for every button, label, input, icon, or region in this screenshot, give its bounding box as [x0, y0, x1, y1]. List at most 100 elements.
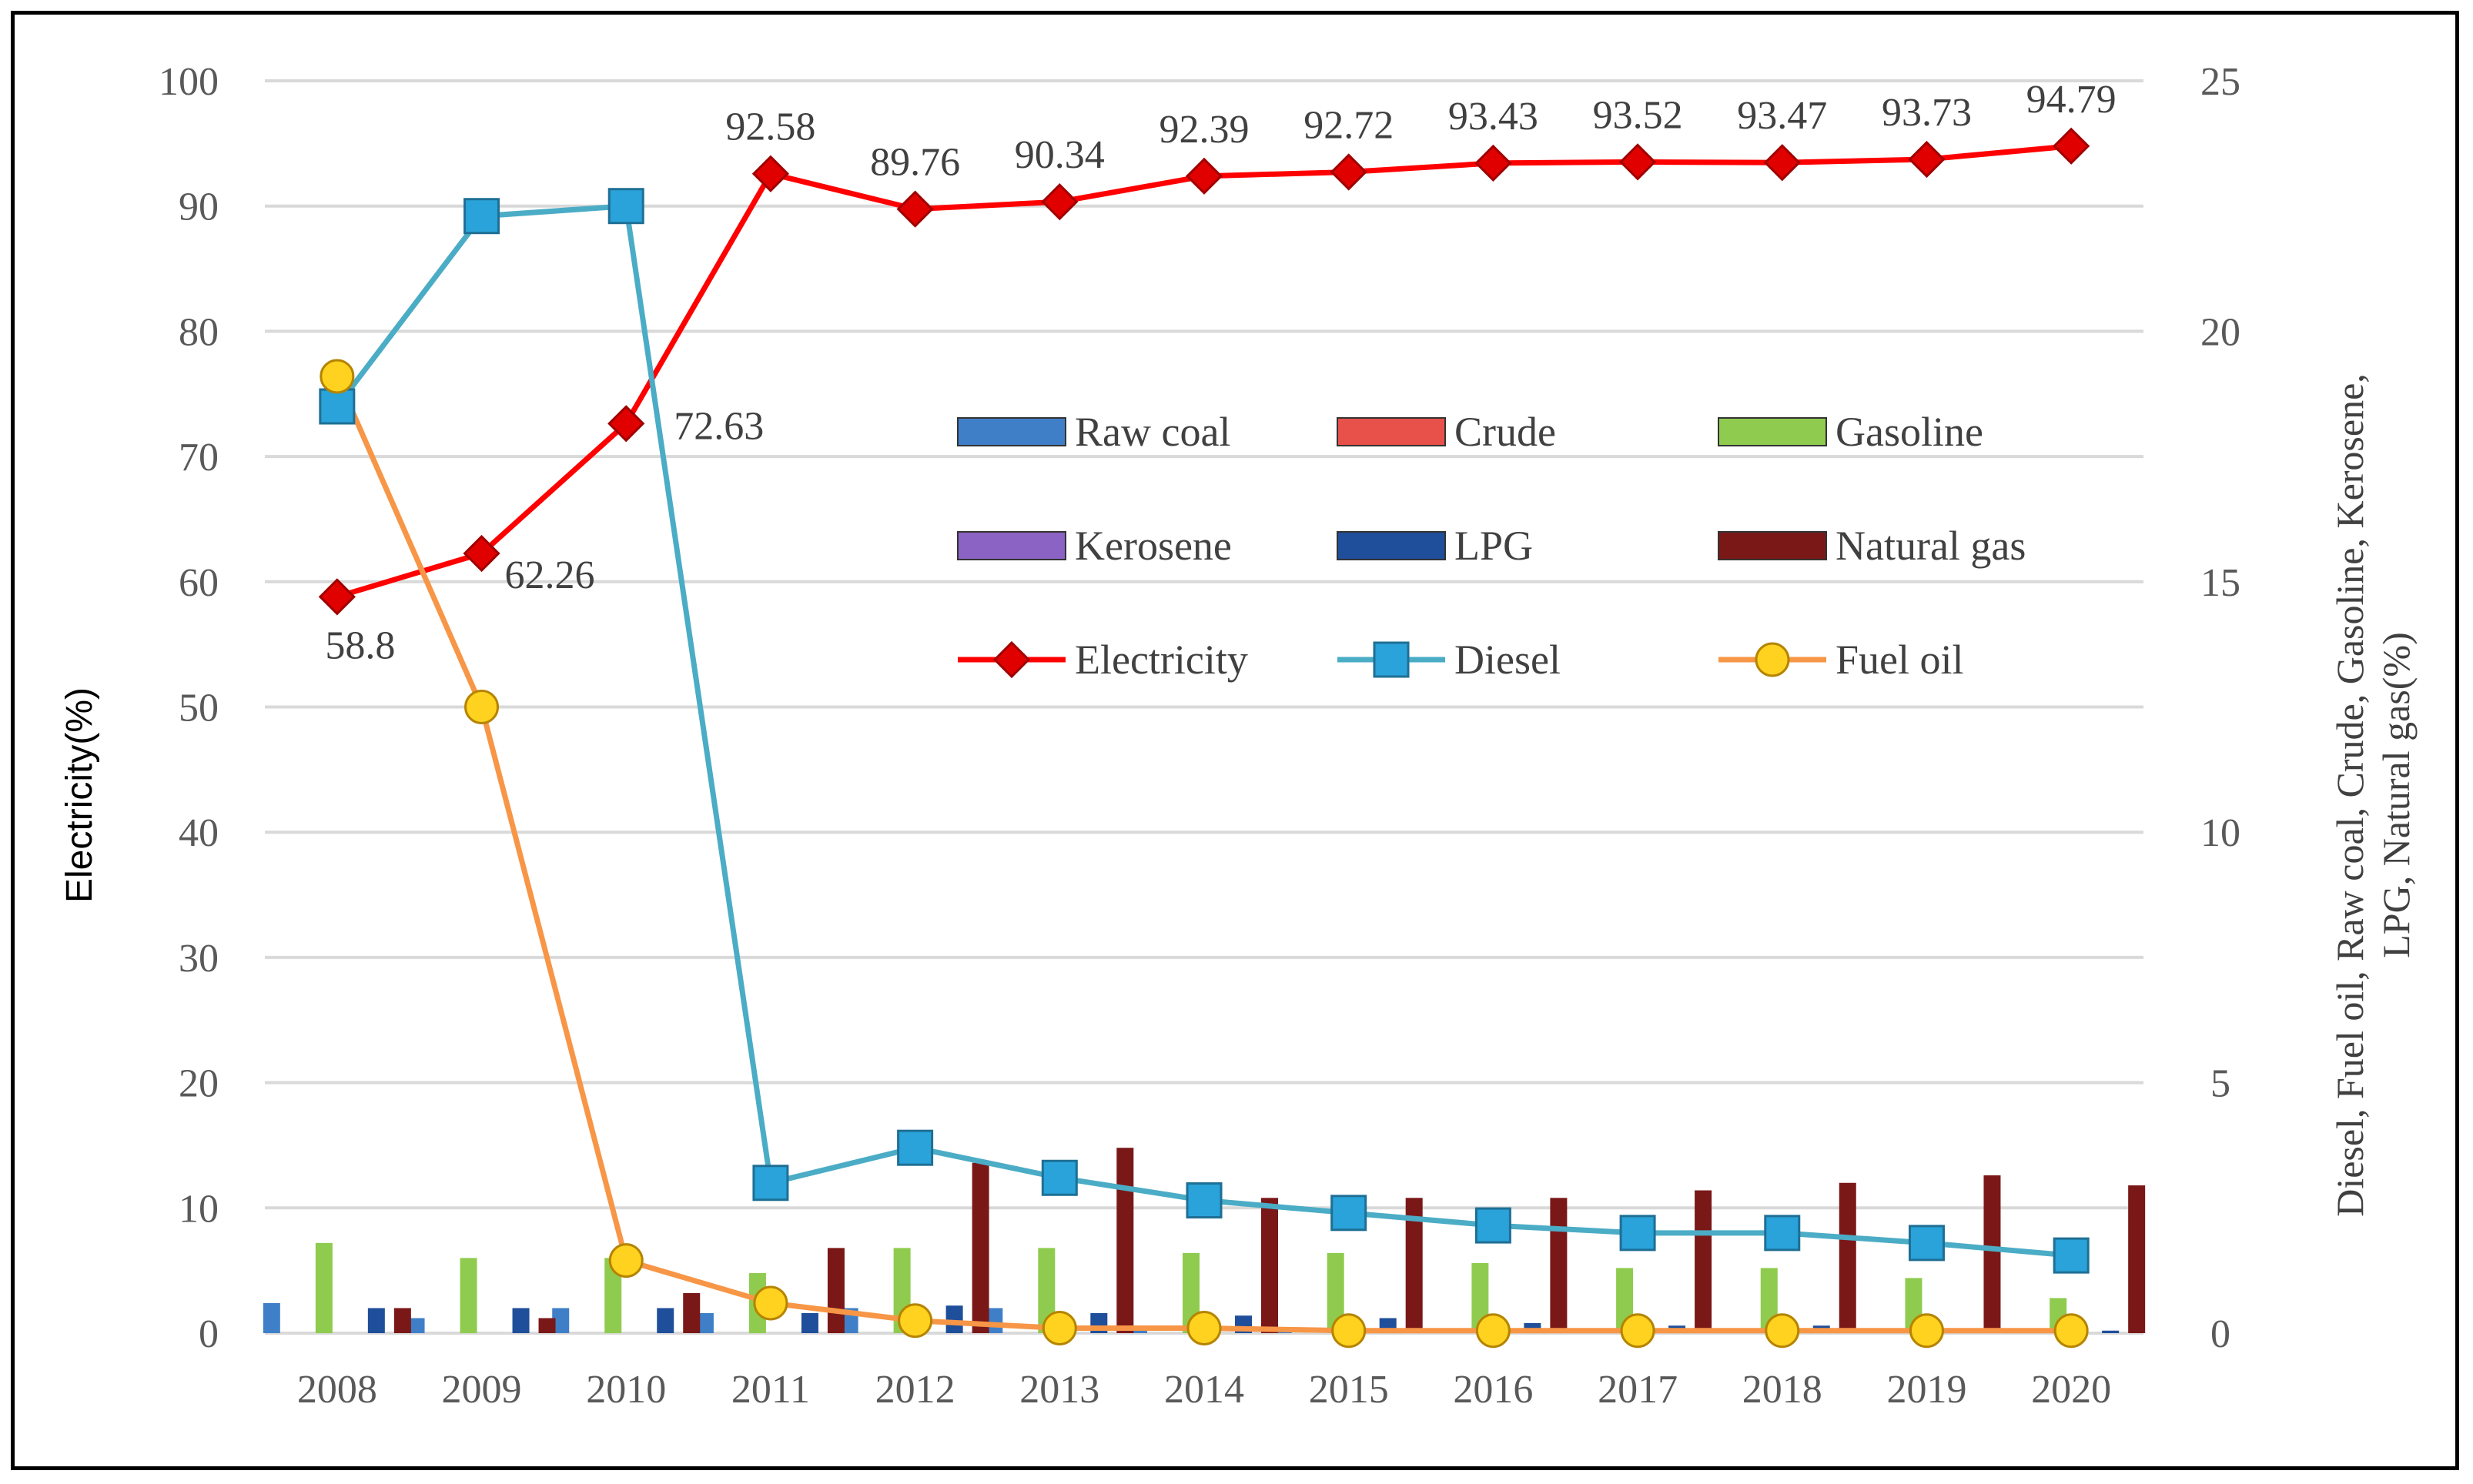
- legend-swatch-natural-gas: [1718, 531, 1827, 560]
- electricity-data-label: 93.52: [1593, 93, 1683, 137]
- bar-lpg: [2102, 1330, 2120, 1333]
- marker-fuel-oil: [464, 690, 500, 724]
- bar-raw-coal: [263, 1302, 280, 1333]
- x-tick-label: 2019: [1886, 1368, 1966, 1412]
- left-tick-label: 70: [179, 436, 219, 480]
- marker-electricity: [1618, 143, 1657, 181]
- electricity-data-label: 93.73: [1882, 91, 1972, 135]
- marker-diesel: [1041, 1159, 1078, 1196]
- marker-diesel: [897, 1129, 934, 1166]
- legend-label-electricity: Electricity: [1075, 637, 1248, 683]
- gridlines: [265, 79, 2143, 1335]
- marker-electricity: [607, 405, 645, 443]
- marker-electricity: [1908, 140, 1946, 179]
- line-diesel: [335, 203, 2072, 1258]
- left-tick-label: 0: [199, 1312, 219, 1356]
- electricity-data-label: 90.34: [1015, 133, 1105, 177]
- marker-fuel-oil: [1331, 1313, 1367, 1349]
- legend-label-fuel-oil: Fuel oil: [1836, 637, 1964, 683]
- marker-electricity: [463, 534, 500, 573]
- marker-electricity: [1474, 144, 1512, 182]
- bar-natural-gas: [1839, 1182, 1856, 1333]
- marker-electricity: [751, 155, 790, 192]
- x-tick-label: 2015: [1309, 1368, 1389, 1412]
- bar-lpg: [657, 1308, 674, 1333]
- bar-natural-gas: [393, 1308, 411, 1333]
- marker-fuel-oil: [1186, 1310, 1222, 1345]
- x-tick-label: 2010: [586, 1368, 666, 1412]
- bar-natural-gas: [827, 1248, 845, 1333]
- bar-natural-gas: [1550, 1198, 1568, 1333]
- electricity-data-label: 93.43: [1448, 95, 1538, 139]
- x-tick-label: 2017: [1598, 1368, 1678, 1412]
- marker-fuel-oil: [320, 359, 355, 394]
- marker-diesel: [752, 1165, 789, 1202]
- marker-fuel-oil: [1475, 1313, 1511, 1349]
- marker-fuel-oil: [1042, 1310, 1077, 1345]
- legend-marker-fuel-oil: [1755, 642, 1790, 677]
- electricity-data-label: 92.58: [725, 105, 815, 149]
- marker-fuel-oil: [753, 1285, 788, 1321]
- axes: 0 10 20 30 40 50 60 70 80 90 100 0 5 10 15 20 25 2008 2009…: [159, 60, 2240, 1412]
- right-tick-label: 25: [2200, 60, 2240, 104]
- marker-electricity: [1185, 157, 1223, 195]
- line-series: [334, 143, 2072, 1334]
- bar-natural-gas: [1983, 1175, 2001, 1333]
- legend: Raw coal Crude Gasoline Kerosene LPG Natural …: [957, 409, 2026, 683]
- bar-raw-coal: [552, 1308, 570, 1333]
- marker-electricity: [1330, 153, 1367, 191]
- left-tick-label: 60: [179, 561, 219, 605]
- bar-lpg: [945, 1305, 963, 1333]
- x-tick-label: 2016: [1453, 1368, 1533, 1412]
- marker-fuel-oil: [1909, 1313, 1944, 1349]
- marker-fuel-oil: [608, 1243, 644, 1278]
- marker-fuel-oil: [1620, 1313, 1655, 1349]
- bar-natural-gas: [1116, 1148, 1134, 1333]
- x-tick-label: 2011: [731, 1368, 810, 1412]
- left-tick-label: 30: [179, 937, 219, 981]
- marker-diesel: [607, 188, 644, 225]
- marker-diesel: [463, 198, 500, 235]
- bar-lpg: [367, 1308, 385, 1333]
- bar-raw-coal: [696, 1312, 714, 1333]
- bar-natural-gas: [538, 1318, 556, 1333]
- x-tick-label: 2008: [297, 1368, 377, 1412]
- x-tick-label: 2018: [1742, 1368, 1822, 1412]
- marker-diesel: [1619, 1215, 1656, 1252]
- legend-label-diesel: Diesel: [1454, 637, 1561, 683]
- bar-gasoline: [315, 1242, 333, 1333]
- marker-diesel: [1908, 1225, 1945, 1262]
- x-tick-label: 2013: [1019, 1368, 1099, 1412]
- legend-label-natural-gas: Natural gas: [1836, 523, 2026, 569]
- electricity-data-label: 72.63: [674, 404, 764, 448]
- legend-label-kerosene: Kerosene: [1075, 523, 1232, 569]
- marker-electricity: [896, 190, 934, 228]
- left-axis-title: Electricity(%): [59, 687, 100, 903]
- marker-electricity: [2053, 127, 2090, 165]
- legend-marker-electricity: [992, 640, 1031, 679]
- marker-diesel: [1764, 1215, 1801, 1252]
- legend-label-lpg: LPG: [1454, 523, 1533, 569]
- electricity-data-label: 92.39: [1160, 108, 1250, 152]
- electricity-data-label: 89.76: [870, 141, 960, 185]
- legend-swatch-raw-coal: [957, 417, 1066, 446]
- bar-natural-gas: [1405, 1198, 1423, 1333]
- legend-label-raw-coal: Raw coal: [1075, 409, 1230, 455]
- bar-natural-gas: [2128, 1185, 2146, 1333]
- right-tick-label: 5: [2210, 1062, 2230, 1106]
- bar-natural-gas: [1261, 1198, 1278, 1333]
- bar-natural-gas: [1695, 1190, 1712, 1333]
- left-tick-label: 10: [179, 1187, 219, 1231]
- marker-electricity: [318, 578, 356, 616]
- marker-fuel-oil: [898, 1303, 933, 1339]
- legend-swatch-kerosene: [957, 531, 1066, 560]
- left-tick-label: 100: [159, 60, 219, 104]
- marker-diesel: [1474, 1207, 1511, 1244]
- marker-fuel-oil: [1765, 1313, 1800, 1349]
- right-axis-title-line2: LPG, Natural gas(%): [2374, 632, 2418, 958]
- bar-natural-gas: [972, 1162, 989, 1333]
- bar-gasoline: [1183, 1252, 1200, 1333]
- marker-electricity: [1763, 144, 1801, 182]
- left-tick-label: 90: [179, 186, 219, 229]
- left-tick-label: 40: [179, 811, 219, 855]
